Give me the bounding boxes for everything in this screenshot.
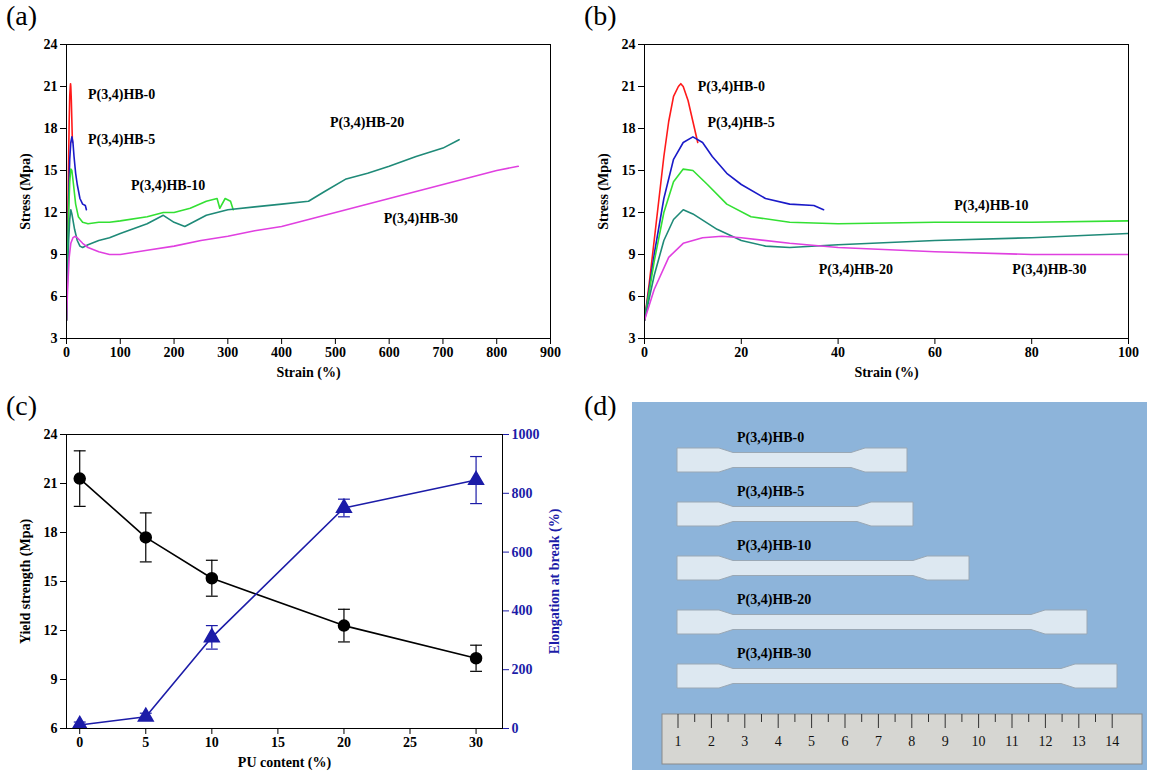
svg-text:Elongation at break (%): Elongation at break (%) [547,508,563,654]
svg-text:P(3,4)HB-5: P(3,4)HB-5 [737,484,804,500]
svg-text:600: 600 [379,345,400,360]
html-text:(a): (a) [6,0,38,31]
svg-text:P(3,4)HB-5: P(3,4)HB-5 [707,115,774,131]
svg-text:500: 500 [325,345,346,360]
svg-text:600: 600 [512,545,533,560]
svg-text:14: 14 [1105,734,1119,749]
svg-text:700: 700 [432,345,453,360]
svg-text:9: 9 [51,247,58,262]
svg-text:8: 8 [908,734,915,749]
svg-text:20: 20 [337,735,351,750]
svg-text:Strain (%): Strain (%) [854,365,919,381]
svg-text:P(3,4)HB-30: P(3,4)HB-30 [384,211,458,227]
svg-text:1000: 1000 [512,427,540,442]
svg-text:200: 200 [164,345,185,360]
html-text:(d): (d) [584,390,617,421]
svg-text:100: 100 [1118,345,1139,360]
svg-text:12: 12 [44,205,58,220]
svg-text:25: 25 [403,735,417,750]
svg-text:300: 300 [217,345,238,360]
svg-text:0: 0 [641,345,648,360]
svg-text:800: 800 [512,486,533,501]
svg-text:3: 3 [741,734,748,749]
svg-text:200: 200 [512,662,533,677]
svg-text:9: 9 [51,672,58,687]
svg-text:9: 9 [942,734,949,749]
svg-text:15: 15 [622,163,636,178]
svg-text:18: 18 [44,121,58,136]
svg-text:24: 24 [44,427,58,442]
svg-text:21: 21 [622,79,636,94]
svg-text:2: 2 [708,734,715,749]
svg-text:P(3,4)HB-10: P(3,4)HB-10 [737,538,811,554]
svg-text:24: 24 [622,37,636,52]
svg-text:6: 6 [629,289,636,304]
svg-text:P(3,4)HB-20: P(3,4)HB-20 [819,262,893,278]
svg-text:3: 3 [629,331,636,346]
svg-text:21: 21 [44,79,58,94]
svg-text:10: 10 [972,734,986,749]
svg-text:Yield strength (Mpa): Yield strength (Mpa) [18,519,34,645]
svg-text:7: 7 [875,734,882,749]
svg-text:12: 12 [1038,734,1052,749]
svg-text:Stress (Mpa): Stress (Mpa) [18,153,34,230]
svg-text:Stress (Mpa): Stress (Mpa) [596,153,612,230]
svg-text:P(3,4)HB-0: P(3,4)HB-0 [88,87,155,103]
svg-text:800: 800 [486,345,507,360]
svg-text:15: 15 [271,735,285,750]
svg-text:6: 6 [51,289,58,304]
svg-text:13: 13 [1072,734,1086,749]
svg-text:P(3,4)HB-10: P(3,4)HB-10 [954,198,1028,214]
svg-text:40: 40 [831,345,845,360]
svg-text:P(3,4)HB-10: P(3,4)HB-10 [131,178,205,194]
svg-text:0: 0 [76,735,83,750]
svg-text:18: 18 [622,121,636,136]
html-text:(c): (c) [6,390,38,421]
svg-text:P(3,4)HB-5: P(3,4)HB-5 [88,132,155,148]
svg-text:5: 5 [142,735,149,750]
svg-text:P(3,4)HB-30: P(3,4)HB-30 [1012,262,1086,278]
svg-text:400: 400 [271,345,292,360]
svg-text:20: 20 [734,345,748,360]
svg-text:11: 11 [1005,734,1018,749]
svg-text:P(3,4)HB-30: P(3,4)HB-30 [737,646,811,662]
svg-text:9: 9 [629,247,636,262]
html-text:(b): (b) [584,0,617,31]
svg-text:80: 80 [1025,345,1039,360]
svg-text:0: 0 [512,721,519,736]
svg-text:0: 0 [63,345,70,360]
svg-text:400: 400 [512,603,533,618]
svg-text:12: 12 [622,205,636,220]
svg-text:4: 4 [775,734,782,749]
svg-text:P(3,4)HB-0: P(3,4)HB-0 [698,79,765,95]
svg-text:P(3,4)HB-20: P(3,4)HB-20 [737,592,811,608]
svg-text:P(3,4)HB-0: P(3,4)HB-0 [737,430,804,446]
svg-text:12: 12 [44,623,58,638]
svg-text:10: 10 [205,735,219,750]
svg-text:15: 15 [44,574,58,589]
svg-text:5: 5 [808,734,815,749]
svg-text:3: 3 [51,331,58,346]
svg-text:6: 6 [842,734,849,749]
svg-text:30: 30 [469,735,483,750]
svg-text:15: 15 [44,163,58,178]
svg-text:PU content (%): PU content (%) [238,755,332,771]
svg-text:900: 900 [540,345,561,360]
svg-text:100: 100 [110,345,131,360]
svg-text:21: 21 [44,476,58,491]
svg-text:24: 24 [44,37,58,52]
svg-text:P(3,4)HB-20: P(3,4)HB-20 [330,115,404,131]
svg-text:Strain (%): Strain (%) [276,365,341,381]
svg-text:18: 18 [44,525,58,540]
svg-text:6: 6 [51,721,58,736]
svg-text:60: 60 [928,345,942,360]
svg-text:1: 1 [675,734,682,749]
